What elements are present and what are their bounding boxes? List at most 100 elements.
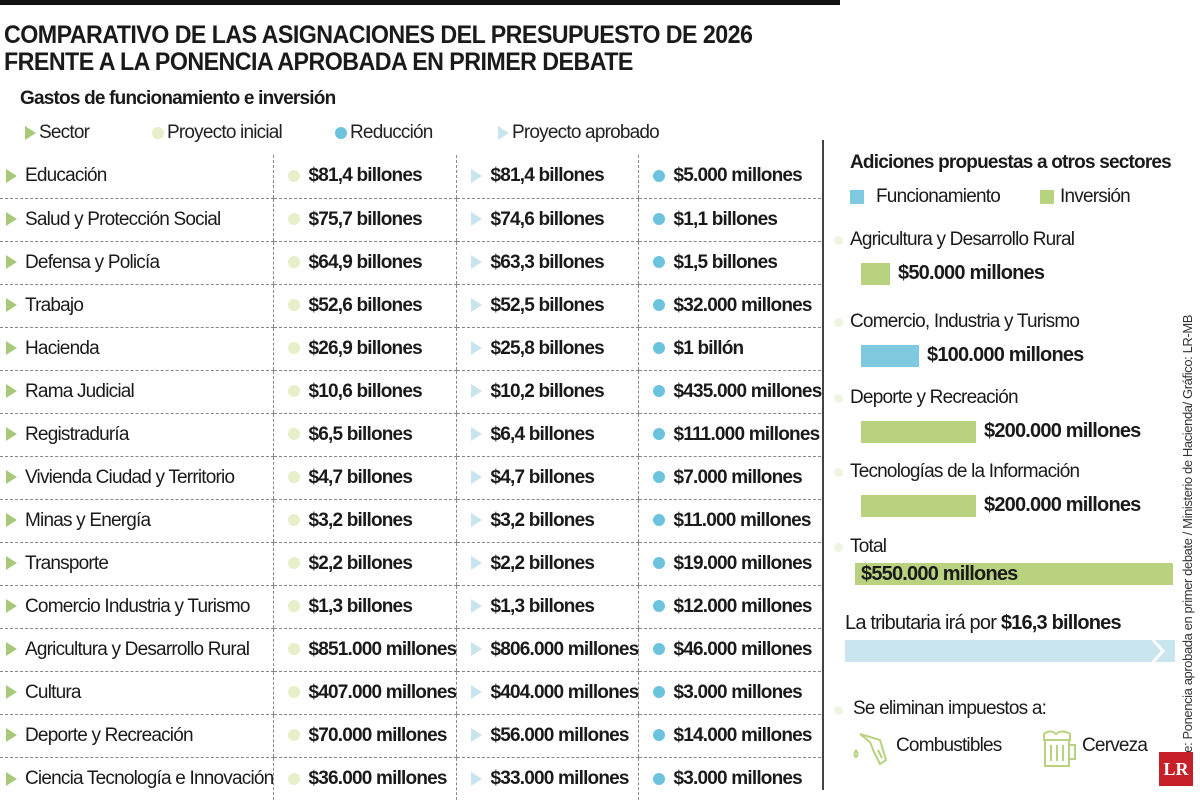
triangle-icon bbox=[6, 556, 17, 571]
source-note: Fuente: Ponencia aprobada en primer deba… bbox=[1180, 314, 1195, 784]
triangle-icon bbox=[6, 298, 17, 313]
chevron-icon bbox=[1151, 638, 1166, 664]
cell-text: Minas y Energía bbox=[25, 509, 151, 531]
cell-sector: Trabajo bbox=[0, 284, 274, 328]
dot-icon bbox=[335, 127, 347, 139]
cell-text: $63,3 billones bbox=[490, 251, 604, 273]
addition-value: $200.000 millones bbox=[984, 494, 1141, 516]
triangle-icon bbox=[471, 169, 483, 184]
cell-proyecto-aprobado: $404.000 millones bbox=[456, 671, 639, 715]
addition-sector: Comercio, Industria y Turismo bbox=[850, 311, 1080, 332]
cell-proyecto-inicial: $407.000 millones bbox=[273, 671, 457, 715]
cell-reduccion: $1,1 billones bbox=[638, 198, 822, 242]
dot-icon bbox=[834, 706, 843, 715]
cell-text: $4,7 billones bbox=[490, 466, 595, 488]
triangle-icon bbox=[6, 212, 17, 227]
cell-text: $806.000 millones bbox=[490, 638, 639, 660]
cell-sector: Cultura bbox=[0, 671, 274, 715]
triangle-icon bbox=[471, 771, 483, 786]
cell-text: $3.000 millones bbox=[673, 767, 802, 789]
triangle-icon bbox=[471, 685, 483, 700]
fuel-pump-icon bbox=[852, 730, 894, 771]
triangle-icon bbox=[471, 728, 483, 743]
triangle-icon bbox=[6, 599, 17, 614]
square-icon bbox=[850, 189, 864, 204]
cell-proyecto-inicial: $70.000 millones bbox=[273, 714, 457, 758]
cell-proyecto-inicial: $2,2 billones bbox=[273, 542, 457, 586]
total-label: Total bbox=[850, 536, 887, 557]
cell-text: $1,1 billones bbox=[673, 208, 778, 230]
addition-value: $200.000 millones bbox=[984, 420, 1141, 442]
cell-text: $25,8 billones bbox=[490, 337, 604, 359]
cell-text: $81,4 billones bbox=[490, 165, 604, 187]
cell-proyecto-inicial: $1,3 billones bbox=[273, 585, 457, 629]
dot-icon bbox=[653, 514, 666, 527]
dot-icon bbox=[288, 170, 301, 183]
dot-icon bbox=[834, 394, 843, 403]
cell-reduccion: $12.000 millones bbox=[638, 585, 822, 629]
cell-text: Deporte y Recreación bbox=[25, 724, 194, 746]
table-row: Hacienda $26,9 billones $25,8 billones $1 b… bbox=[0, 327, 822, 371]
cell-proyecto-inicial: $75,7 billones bbox=[273, 198, 457, 242]
legend-label: Inversión bbox=[1060, 186, 1131, 207]
eliminan-title: Se eliminan impuestos a: bbox=[853, 698, 1047, 719]
title-line-1: COMPARATIVO DE LAS ASIGNACIONES DEL PRES… bbox=[4, 21, 753, 49]
cell-text: $851.000 millones bbox=[308, 638, 457, 660]
triangle-icon bbox=[6, 169, 17, 184]
cell-sector: Minas y Energía bbox=[0, 499, 274, 543]
cell-reduccion: $11.000 millones bbox=[638, 499, 822, 543]
beer-mug-icon bbox=[1040, 728, 1080, 773]
cell-sector: Salud y Protección Social bbox=[0, 198, 274, 242]
dot-icon bbox=[288, 772, 301, 785]
dot-icon bbox=[653, 471, 666, 484]
cell-text: $10,2 billones bbox=[490, 380, 604, 402]
dot-icon bbox=[653, 729, 666, 742]
triangle-icon bbox=[6, 513, 17, 528]
dot-icon bbox=[653, 299, 666, 312]
dot-icon bbox=[653, 600, 666, 613]
addition-bar bbox=[861, 263, 890, 285]
table-row: Agricultura y Desarrollo Rural $851.000 m… bbox=[0, 628, 822, 672]
legend-label: Proyecto aprobado bbox=[512, 122, 660, 143]
table-row: Comercio Industria y Turismo $1,3 billone… bbox=[0, 585, 822, 629]
cell-reduccion: $3.000 millones bbox=[638, 671, 822, 715]
cell-text: $11.000 millones bbox=[673, 509, 811, 531]
cell-proyecto-inicial: $3,2 billones bbox=[273, 499, 457, 543]
cell-text: $64,9 billones bbox=[308, 251, 422, 273]
dot-icon bbox=[653, 256, 666, 269]
table-row: Vivienda Ciudad y Territorio $4,7 billone… bbox=[0, 456, 822, 500]
cell-reduccion: $14.000 millones bbox=[638, 714, 822, 758]
dot-icon bbox=[834, 318, 843, 327]
dot-icon bbox=[653, 213, 666, 226]
triangle-icon bbox=[471, 470, 483, 485]
cell-reduccion: $1,5 billones bbox=[638, 241, 822, 285]
cell-text: Educación bbox=[25, 165, 107, 187]
cell-proyecto-aprobado: $25,8 billones bbox=[456, 327, 639, 371]
cell-proyecto-inicial: $6,5 billones bbox=[273, 413, 457, 457]
cell-text: $75,7 billones bbox=[308, 208, 422, 230]
cell-text: $56.000 millones bbox=[490, 724, 629, 746]
triangle-icon bbox=[471, 341, 483, 356]
table-row: Rama Judicial $10,6 billones $10,2 billone… bbox=[0, 370, 822, 414]
cell-proyecto-inicial: $10,6 billones bbox=[273, 370, 457, 414]
divider bbox=[822, 140, 824, 790]
table-row: Minas y Energía $3,2 billones $3,2 billone… bbox=[0, 499, 822, 543]
legend-label: Reducción bbox=[350, 122, 433, 143]
cell-proyecto-inicial: $851.000 millones bbox=[273, 628, 457, 672]
triangle-icon bbox=[471, 642, 483, 657]
cell-sector: Transporte bbox=[0, 542, 274, 586]
cell-reduccion: $46.000 millones bbox=[638, 628, 822, 672]
cell-sector: Vivienda Ciudad y Territorio bbox=[0, 456, 274, 500]
tributaria-label: La tributaria irá por bbox=[845, 612, 1001, 634]
dot-icon bbox=[288, 514, 301, 527]
table-row: Ciencia Tecnología e Innovación $36.000 m… bbox=[0, 757, 822, 800]
triangle-icon bbox=[6, 642, 17, 657]
cell-sector: Defensa y Policía bbox=[0, 241, 274, 285]
table-row: Salud y Protección Social $75,7 billones $… bbox=[0, 198, 822, 242]
cell-reduccion: $435.000 millones bbox=[638, 370, 822, 414]
table-row: Registraduría $6,5 billones $6,4 billones $… bbox=[0, 413, 822, 457]
cell-reduccion: $5.000 millones bbox=[638, 155, 822, 199]
top-rule bbox=[0, 0, 840, 5]
lr-logo: LR bbox=[1159, 752, 1193, 786]
triangle-icon bbox=[471, 298, 483, 313]
